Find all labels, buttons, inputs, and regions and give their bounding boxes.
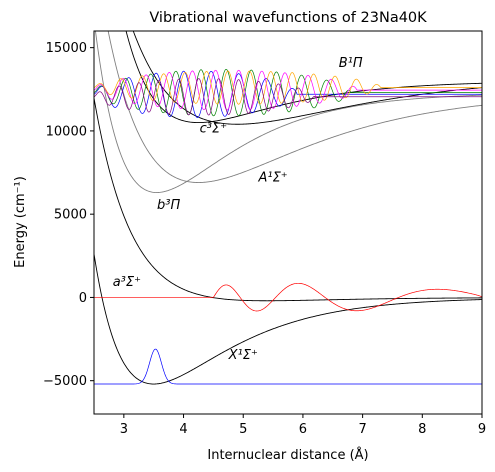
- wavefunction-4: [94, 69, 482, 111]
- state-label-3: A¹Σ⁺: [257, 171, 287, 186]
- potential-curve-2: [95, 31, 482, 193]
- y-tick-label-4: 15000: [46, 41, 87, 56]
- wavefunction-3: [94, 68, 482, 117]
- wavefunction-0: [94, 348, 482, 385]
- y-tick-label-2: 5000: [54, 208, 87, 223]
- state-label-4: c³Σ⁺: [200, 122, 227, 137]
- potential-curve-1: [94, 97, 482, 302]
- x-tick-label-3: 6: [299, 422, 307, 437]
- wavefunction-5: [94, 70, 482, 105]
- y-tick-label-1: 0: [79, 291, 87, 306]
- x-tick-label-4: 7: [358, 422, 366, 437]
- y-axis-label: Energy (cm⁻¹): [13, 176, 28, 268]
- x-tick-label-0: 3: [120, 422, 128, 437]
- potential-curve-0: [94, 253, 482, 385]
- y-tick-label-3: 10000: [46, 124, 87, 139]
- state-label-0: X¹Σ⁺: [228, 348, 258, 363]
- x-tick-label-6: 9: [478, 422, 486, 437]
- wavefunction-1: [94, 282, 482, 312]
- x-tick-label-2: 5: [239, 422, 247, 437]
- state-labels: X¹Σ⁺ a³Σ⁺ b³Π A¹Σ⁺ c³Σ⁺ B¹Π: [113, 56, 363, 363]
- x-axis: 3 4 5 6 7 8 9: [120, 414, 486, 437]
- potential-curve-3: [107, 31, 482, 183]
- wavefunction-6: [94, 78, 482, 116]
- plot-frame: [93, 30, 483, 415]
- x-axis-label: Internuclear distance (Å): [207, 447, 368, 463]
- state-label-5: B¹Π: [339, 56, 363, 71]
- state-label-1: a³Σ⁺: [113, 275, 141, 290]
- plot-area: [94, 31, 482, 385]
- potential-curve-4: [125, 31, 482, 124]
- potential-curve-5: [132, 31, 482, 125]
- y-axis: −5000 0 5000 10000 15000: [43, 41, 94, 389]
- state-label-2: b³Π: [157, 198, 180, 213]
- x-tick-label-1: 4: [179, 422, 187, 437]
- y-tick-label-0: −5000: [43, 374, 87, 389]
- chart-title: Vibrational wavefunctions of 23Na40K: [149, 10, 427, 26]
- wavefunction-2: [94, 70, 482, 118]
- x-tick-label-5: 8: [418, 422, 426, 437]
